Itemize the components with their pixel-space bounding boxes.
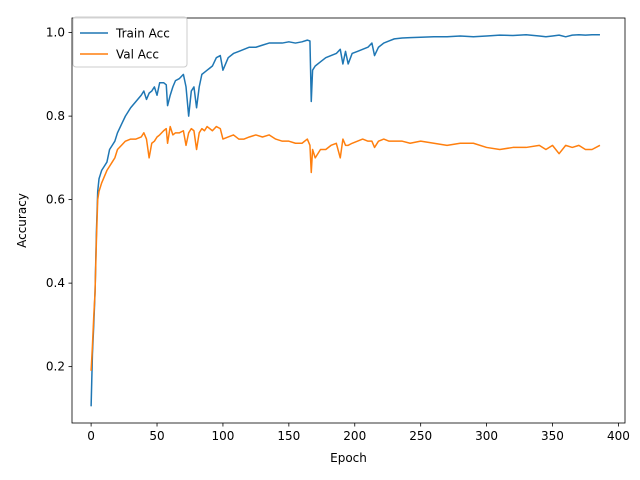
y-tick-label: 1.0 <box>46 26 65 40</box>
x-axis: 0 50 100 150 200 250 300 350 400 <box>87 423 630 443</box>
axes-frame <box>71 17 626 424</box>
legend: Train Acc Val Acc <box>72 16 188 68</box>
y-axis: 0.2 0.4 0.6 0.8 1.0 <box>46 26 72 374</box>
x-tick-label: 350 <box>541 429 564 443</box>
plot-area <box>90 33 601 407</box>
x-tick-label: 50 <box>149 429 164 443</box>
x-tick-label: 0 <box>87 429 95 443</box>
x-axis-label: Epoch <box>330 451 367 465</box>
series-line-train-acc <box>90 33 600 407</box>
x-tick-label: 200 <box>343 429 366 443</box>
x-tick-label: 150 <box>277 429 300 443</box>
y-tick-label: 0.8 <box>46 109 65 123</box>
y-tick-label: 0.6 <box>46 193 65 207</box>
x-tick-label: 300 <box>475 429 498 443</box>
series-line-val-acc <box>90 125 601 371</box>
x-tick-label: 100 <box>211 429 234 443</box>
legend-label-train-acc: Train Acc <box>115 27 170 41</box>
y-tick-label: 0.4 <box>46 276 65 290</box>
y-tick-label: 0.2 <box>46 360 65 374</box>
legend-label-val-acc: Val Acc <box>116 48 159 62</box>
y-axis-label: Accuracy <box>15 193 29 248</box>
x-tick-label: 400 <box>607 429 630 443</box>
x-tick-label: 250 <box>409 429 432 443</box>
